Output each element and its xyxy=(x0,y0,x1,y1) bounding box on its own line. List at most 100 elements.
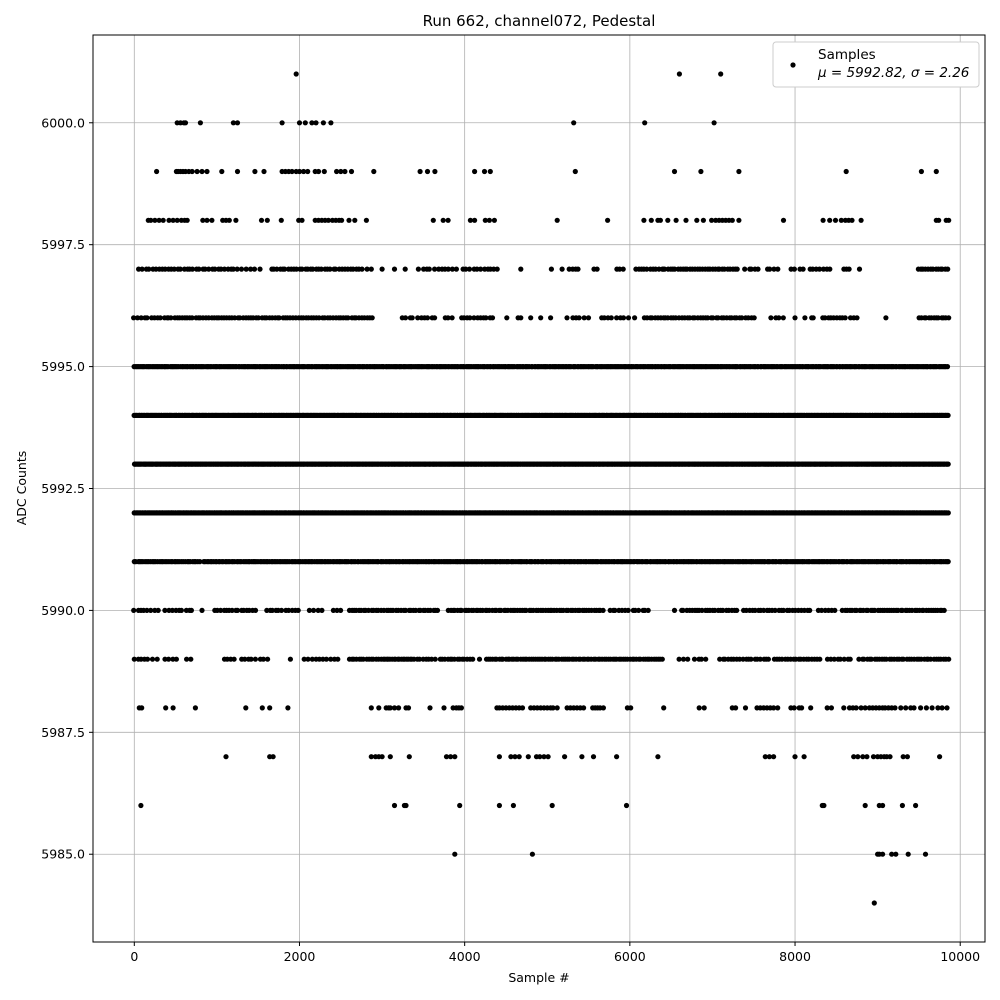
sample-point xyxy=(482,217,488,223)
sample-point xyxy=(889,851,895,857)
sample-point xyxy=(368,266,374,272)
sample-point xyxy=(233,217,239,223)
sample-point xyxy=(636,607,642,614)
sample-point xyxy=(776,315,782,321)
sample-point xyxy=(680,607,686,614)
sample-point xyxy=(318,266,324,272)
sample-point xyxy=(146,266,152,272)
sample-point xyxy=(905,851,911,857)
sample-point xyxy=(184,656,190,662)
sample-point xyxy=(768,315,774,321)
sample-point xyxy=(199,168,205,175)
sample-point xyxy=(518,315,524,321)
sample-point xyxy=(474,266,480,272)
sample-point xyxy=(562,754,568,760)
sample-point xyxy=(625,607,631,614)
sample-point xyxy=(600,705,607,711)
sample-point xyxy=(900,656,907,662)
sample-point xyxy=(581,315,587,321)
sample-point xyxy=(512,754,518,760)
sample-point xyxy=(748,656,754,662)
sample-point xyxy=(748,266,754,272)
sample-point xyxy=(476,656,483,662)
sample-point xyxy=(368,754,374,760)
sample-point xyxy=(767,266,773,272)
sample-point xyxy=(672,266,678,272)
sample-point xyxy=(945,559,951,565)
sample-point xyxy=(248,656,254,662)
sample-point xyxy=(620,315,627,321)
sample-point xyxy=(171,266,177,272)
sample-point xyxy=(904,754,911,760)
sample-point xyxy=(466,266,473,272)
sample-point xyxy=(822,315,828,321)
sample-point xyxy=(229,607,235,614)
sample-point xyxy=(935,315,941,321)
sample-point xyxy=(293,71,299,77)
sample-point xyxy=(188,607,194,614)
sample-point xyxy=(612,607,618,614)
sample-point xyxy=(417,168,423,175)
sample-point xyxy=(550,705,556,711)
sample-point xyxy=(849,217,855,223)
sample-point xyxy=(209,217,215,223)
sample-point xyxy=(703,656,709,662)
sample-point xyxy=(199,607,205,614)
sample-point xyxy=(709,217,715,223)
sample-point xyxy=(144,656,151,662)
sample-point xyxy=(252,607,259,614)
sample-point xyxy=(458,607,464,614)
sample-point xyxy=(315,168,322,175)
sample-point xyxy=(935,705,941,711)
sample-point xyxy=(799,705,805,711)
sample-point xyxy=(170,217,176,223)
sample-point xyxy=(529,851,536,857)
sample-point xyxy=(922,851,929,857)
sample-point xyxy=(445,217,451,223)
sample-point xyxy=(286,607,292,614)
sample-point xyxy=(858,705,864,711)
sample-point xyxy=(319,607,325,614)
sample-point xyxy=(504,315,510,321)
sample-point xyxy=(305,168,311,175)
sample-point xyxy=(641,217,647,223)
sample-point xyxy=(734,607,740,614)
sample-point xyxy=(267,705,273,711)
sample-point xyxy=(174,217,180,223)
sample-point xyxy=(691,656,698,662)
sample-point xyxy=(219,168,225,175)
sample-point xyxy=(941,607,947,614)
sample-point xyxy=(676,71,683,77)
sample-point xyxy=(346,217,352,223)
sample-point xyxy=(945,461,951,467)
y-tick-label: 5985.0 xyxy=(41,847,85,862)
sample-point xyxy=(359,266,365,272)
sample-point xyxy=(274,266,280,272)
sample-point xyxy=(467,315,473,321)
sample-point xyxy=(623,802,630,809)
sample-point xyxy=(933,168,939,175)
sample-point xyxy=(860,754,866,760)
sample-point xyxy=(396,705,402,711)
x-tick-label: 4000 xyxy=(449,949,481,964)
sample-point xyxy=(332,266,339,272)
sample-point xyxy=(519,705,526,711)
sample-point xyxy=(443,754,450,760)
sample-point xyxy=(177,266,183,272)
sample-point xyxy=(899,802,906,809)
sample-point xyxy=(855,754,861,760)
sample-point xyxy=(405,705,412,711)
sample-point xyxy=(861,656,867,662)
sample-point xyxy=(242,656,248,662)
x-axis-label: Sample # xyxy=(508,970,569,985)
sample-point xyxy=(880,802,886,809)
legend-marker xyxy=(790,62,796,68)
sample-point xyxy=(807,607,813,614)
sample-point xyxy=(310,266,316,272)
sample-point xyxy=(287,656,293,662)
sample-point xyxy=(601,315,607,321)
y-tick-label: 5992.5 xyxy=(41,481,85,496)
sample-point xyxy=(197,559,203,565)
sample-point xyxy=(939,705,945,711)
